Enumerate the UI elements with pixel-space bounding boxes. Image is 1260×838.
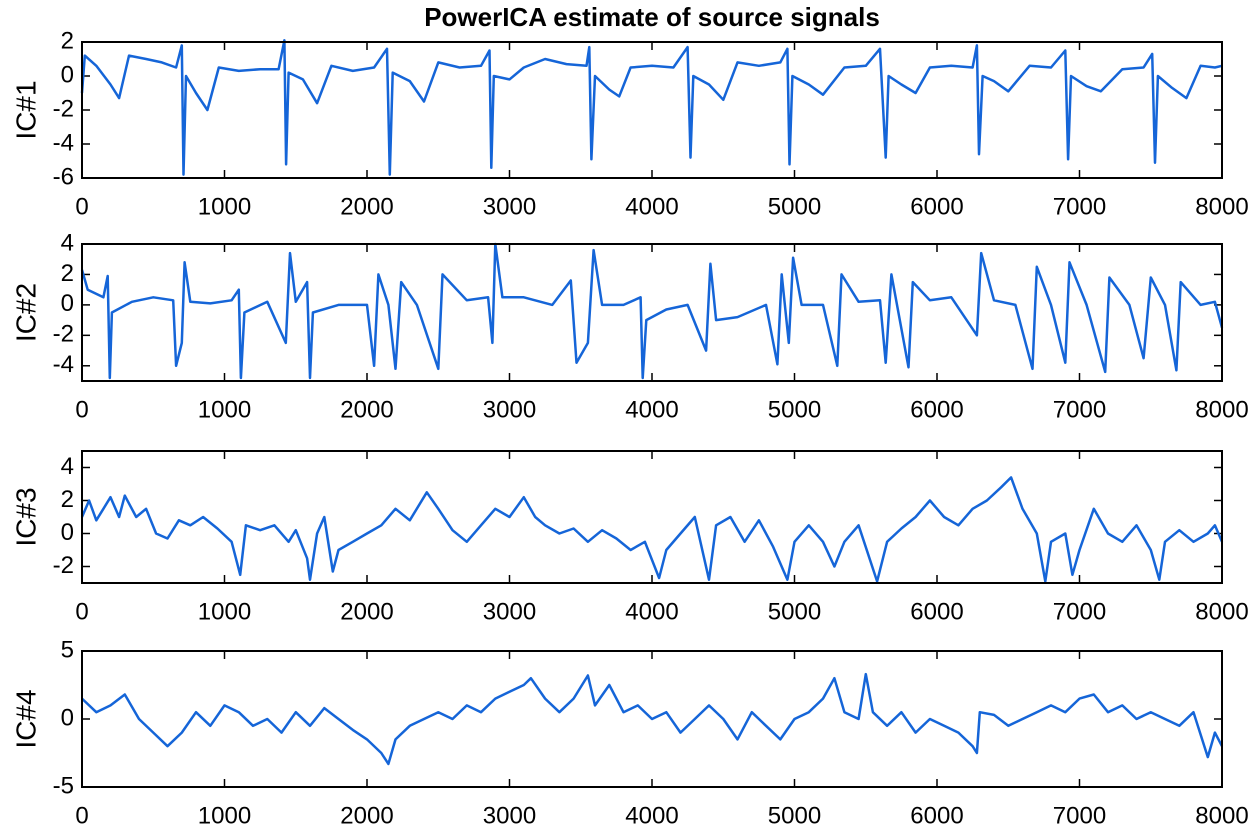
x-tick-label: 1000	[198, 396, 251, 423]
x-tick-label: 1000	[198, 598, 251, 625]
y-tick-label: 0	[61, 704, 74, 731]
y-tick-label: -4	[53, 351, 74, 378]
x-tick-label: 6000	[910, 396, 963, 423]
x-tick-label: 4000	[625, 802, 678, 829]
y-tick-label: 4	[61, 453, 74, 480]
signal-line	[80, 476, 1224, 583]
x-tick-label: 4000	[625, 598, 678, 625]
y-tick-label: -6	[53, 163, 74, 190]
axes-box	[81, 243, 1223, 382]
x-tick-label: 3000	[483, 598, 536, 625]
y-tick-label: 0	[61, 519, 74, 546]
x-tick-label: 7000	[1053, 598, 1106, 625]
x-tick-label: 1000	[198, 802, 251, 829]
signal-line	[80, 39, 1223, 176]
y-tick-label: -5	[53, 772, 74, 799]
x-tick-label: 3000	[483, 193, 536, 220]
x-tick-label: 8000	[1195, 598, 1248, 625]
y-tick-label: -2	[53, 321, 74, 348]
x-tick-label: 3000	[483, 802, 536, 829]
x-tick-label: 1000	[198, 193, 251, 220]
figure-title: PowerICA estimate of source signals	[424, 2, 880, 32]
y-tick-label: -2	[53, 95, 74, 122]
y-axis-label: IC#4	[10, 689, 41, 748]
axes-box	[81, 450, 1223, 584]
y-tick-label: 2	[61, 486, 74, 513]
x-tick-label: 8000	[1195, 396, 1248, 423]
axes-box	[81, 41, 1223, 179]
x-tick-label: 0	[75, 193, 88, 220]
x-tick-label: 0	[75, 396, 88, 423]
signal-line	[81, 672, 1224, 766]
x-tick-label: 7000	[1053, 802, 1106, 829]
x-tick-label: 0	[75, 598, 88, 625]
y-axis-label: IC#2	[10, 283, 41, 342]
x-tick-label: 0	[75, 802, 88, 829]
x-tick-label: 5000	[768, 598, 821, 625]
x-tick-label: 2000	[340, 193, 393, 220]
y-tick-label: 5	[61, 636, 74, 663]
y-tick-label: -2	[53, 552, 74, 579]
x-tick-label: 6000	[910, 598, 963, 625]
y-tick-label: 0	[61, 290, 74, 317]
x-tick-label: 2000	[340, 802, 393, 829]
x-tick-label: 5000	[768, 193, 821, 220]
x-tick-label: 8000	[1195, 193, 1248, 220]
x-tick-label: 7000	[1053, 396, 1106, 423]
x-tick-label: 2000	[340, 396, 393, 423]
y-tick-label: 2	[61, 27, 74, 54]
axes-box	[81, 650, 1223, 788]
y-tick-label: 2	[61, 260, 74, 287]
y-axis-label: IC#1	[10, 80, 41, 139]
signal-line	[80, 242, 1224, 380]
x-tick-label: 6000	[910, 193, 963, 220]
y-tick-label: 4	[61, 229, 74, 256]
x-tick-label: 6000	[910, 802, 963, 829]
x-tick-label: 5000	[768, 396, 821, 423]
x-tick-label: 5000	[768, 802, 821, 829]
x-tick-label: 8000	[1195, 802, 1248, 829]
x-tick-label: 7000	[1053, 193, 1106, 220]
x-tick-label: 4000	[625, 193, 678, 220]
x-tick-label: 4000	[625, 396, 678, 423]
y-tick-label: 0	[61, 61, 74, 88]
y-axis-label: IC#3	[10, 487, 41, 546]
x-tick-label: 2000	[340, 598, 393, 625]
y-tick-label: -4	[53, 129, 74, 156]
x-tick-label: 3000	[483, 396, 536, 423]
